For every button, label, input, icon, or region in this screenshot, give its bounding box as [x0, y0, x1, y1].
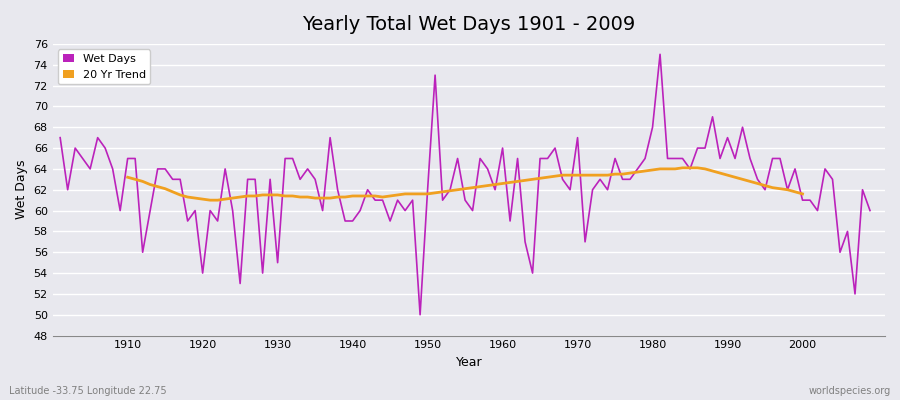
20 Yr Trend: [204, 198, 215, 202]
Title: Yearly Total Wet Days 1901 - 2009: Yearly Total Wet Days 1901 - 2009: [302, 15, 635, 34]
20 Yr Trend: [519, 178, 530, 183]
20 Yr Trend: [287, 194, 298, 198]
20 Yr Trend: [677, 166, 688, 170]
20 Yr Trend: [789, 190, 800, 194]
Line: Wet Days: Wet Days: [60, 54, 870, 315]
Wet Days: [505, 218, 516, 223]
Wet Days: [497, 146, 508, 150]
Y-axis label: Wet Days: Wet Days: [15, 160, 28, 220]
Wet Days: [280, 156, 291, 161]
20 Yr Trend: [797, 192, 808, 196]
X-axis label: Year: Year: [455, 356, 482, 369]
Wet Days: [595, 177, 606, 182]
Legend: Wet Days, 20 Yr Trend: Wet Days, 20 Yr Trend: [58, 50, 150, 84]
20 Yr Trend: [707, 168, 718, 173]
Wet Days: [55, 135, 66, 140]
Wet Days: [415, 312, 426, 317]
20 Yr Trend: [212, 198, 223, 202]
20 Yr Trend: [122, 175, 133, 180]
Wet Days: [654, 52, 665, 57]
Wet Days: [325, 135, 336, 140]
Text: worldspecies.org: worldspecies.org: [809, 386, 891, 396]
Text: Latitude -33.75 Longitude 22.75: Latitude -33.75 Longitude 22.75: [9, 386, 166, 396]
Wet Days: [865, 208, 876, 213]
20 Yr Trend: [302, 195, 313, 200]
Wet Days: [115, 208, 126, 213]
Line: 20 Yr Trend: 20 Yr Trend: [128, 168, 803, 200]
